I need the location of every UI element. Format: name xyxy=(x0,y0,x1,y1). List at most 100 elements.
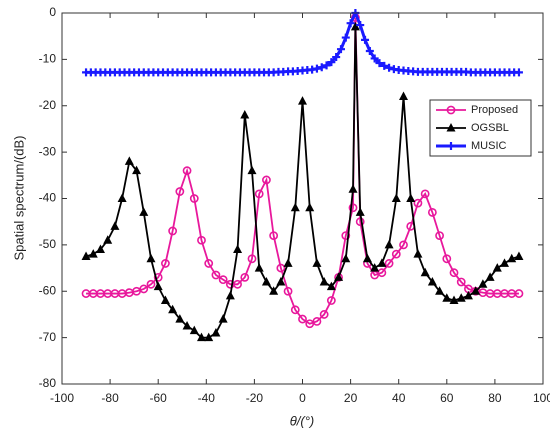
x-tick-label: -60 xyxy=(150,391,168,405)
marker xyxy=(507,253,517,263)
marker xyxy=(290,305,300,315)
marker xyxy=(500,258,510,267)
y-tick-label: -70 xyxy=(39,330,57,344)
marker xyxy=(413,198,423,208)
marker xyxy=(456,277,466,287)
marker xyxy=(218,314,228,323)
marker xyxy=(446,105,456,115)
marker xyxy=(449,268,459,278)
marker xyxy=(341,253,351,263)
marker xyxy=(269,231,279,240)
marker xyxy=(420,189,430,199)
marker xyxy=(276,276,286,286)
marker xyxy=(514,68,523,77)
marker xyxy=(442,254,452,264)
marker xyxy=(240,272,250,282)
legend-label: OGSBL xyxy=(471,122,509,134)
legend-label: Proposed xyxy=(471,104,518,116)
marker xyxy=(240,110,250,119)
marker xyxy=(168,304,178,314)
x-axis-label: θ/(°) xyxy=(290,413,315,428)
marker xyxy=(132,165,142,175)
marker xyxy=(463,290,473,300)
marker xyxy=(161,259,170,268)
marker xyxy=(146,279,156,289)
marker xyxy=(370,54,379,63)
marker xyxy=(168,226,178,236)
marker xyxy=(261,276,271,286)
y-tick-label: -20 xyxy=(39,98,57,112)
marker xyxy=(471,286,481,295)
marker xyxy=(211,270,221,280)
marker xyxy=(139,207,149,216)
y-tick-label: -50 xyxy=(39,237,57,251)
marker xyxy=(204,332,214,342)
marker xyxy=(189,194,199,203)
marker xyxy=(175,187,185,196)
marker xyxy=(326,281,336,291)
marker xyxy=(377,258,387,267)
marker xyxy=(341,231,351,240)
marker xyxy=(406,193,416,202)
marker xyxy=(435,231,444,240)
y-tick-label: -10 xyxy=(39,52,57,66)
marker xyxy=(356,21,365,30)
marker xyxy=(514,289,524,298)
marker xyxy=(298,96,307,105)
legend-label: MUSIC xyxy=(471,140,507,152)
marker xyxy=(254,263,264,272)
marker xyxy=(139,284,149,294)
marker xyxy=(336,45,345,54)
marker xyxy=(485,272,495,281)
marker xyxy=(319,276,329,286)
marker xyxy=(319,310,329,319)
marker xyxy=(225,290,235,300)
marker xyxy=(375,59,384,68)
y-tick-label: -60 xyxy=(39,283,57,297)
marker xyxy=(391,249,401,259)
x-tick-label: 60 xyxy=(440,391,454,405)
marker xyxy=(182,321,192,330)
marker xyxy=(322,61,331,70)
marker xyxy=(442,293,452,302)
marker xyxy=(391,193,401,202)
marker xyxy=(420,267,430,277)
marker xyxy=(327,58,336,67)
marker xyxy=(377,268,387,278)
marker xyxy=(189,325,199,335)
marker xyxy=(160,295,170,305)
marker xyxy=(233,244,243,254)
marker xyxy=(312,258,322,267)
marker xyxy=(211,327,221,337)
x-tick-label: -20 xyxy=(246,391,264,405)
marker xyxy=(233,279,242,289)
marker xyxy=(326,296,336,305)
marker xyxy=(346,19,355,28)
marker xyxy=(446,123,456,132)
x-tick-label: -80 xyxy=(101,391,119,405)
marker xyxy=(449,295,459,305)
marker xyxy=(362,253,372,263)
marker xyxy=(269,286,279,295)
marker xyxy=(283,258,293,267)
y-axis-label: Spatial spectrum/(dB) xyxy=(11,136,26,261)
marker xyxy=(312,64,321,73)
marker xyxy=(385,63,394,72)
marker xyxy=(197,235,206,245)
marker xyxy=(283,286,293,296)
marker xyxy=(399,91,409,100)
x-tick-label: 100 xyxy=(533,391,550,405)
marker xyxy=(196,332,206,342)
marker xyxy=(117,193,127,202)
marker xyxy=(348,184,358,193)
marker xyxy=(413,249,423,258)
axes-box xyxy=(61,12,544,385)
marker xyxy=(317,63,326,72)
marker xyxy=(514,251,524,260)
y-tick-label: -30 xyxy=(39,144,57,158)
marker xyxy=(341,33,350,42)
marker xyxy=(153,281,163,291)
x-tick-label: -40 xyxy=(198,391,216,405)
marker xyxy=(146,253,156,263)
x-tick-label: -100 xyxy=(50,391,74,405)
